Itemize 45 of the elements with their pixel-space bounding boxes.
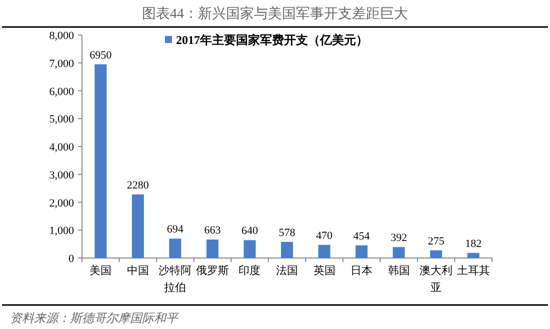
- bar: [318, 244, 330, 258]
- x-tick-label: 沙特阿拉伯: [158, 264, 192, 294]
- bar: [132, 194, 144, 258]
- y-tick-label: 4,000: [49, 142, 74, 154]
- y-tick-label: 8,000: [49, 30, 74, 42]
- data-label: 694: [166, 224, 184, 236]
- bar: [467, 252, 480, 258]
- y-tick-label: 1,000: [49, 225, 74, 238]
- data-label: 470: [316, 230, 334, 242]
- x-tick-label: 韩国: [388, 264, 410, 277]
- y-tick-label: 2,000: [49, 197, 74, 210]
- data-label: 182: [465, 238, 482, 250]
- x-tick-label: 印度: [238, 264, 261, 277]
- data-label: 275: [428, 235, 445, 248]
- x-tick-label: 俄罗斯: [196, 264, 229, 277]
- y-tick-label: 0: [68, 253, 74, 265]
- chart-title: 图表44：新兴国家与美国军事开支差距巨大: [142, 6, 408, 22]
- bar: [206, 240, 218, 258]
- data-label: 640: [241, 225, 258, 238]
- x-tick-label: 澳大利亚: [420, 264, 453, 294]
- y-tick-label: 5,000: [49, 114, 74, 126]
- bar: [392, 247, 405, 258]
- bar: [356, 245, 368, 258]
- bar: [94, 64, 107, 258]
- bar: [281, 242, 293, 258]
- data-label: 454: [353, 230, 370, 242]
- x-tick-label: 日本: [350, 264, 373, 277]
- legend: 2017年主要国家军费开支（亿美元）: [165, 33, 368, 47]
- bar: [169, 238, 182, 258]
- data-label: 578: [278, 226, 296, 239]
- y-tick-label: 3,000: [49, 169, 74, 182]
- x-tick-label: 法国: [276, 264, 298, 277]
- x-tick-label: 土耳其: [456, 264, 490, 277]
- bar: [430, 250, 442, 258]
- y-tick-label: 7,000: [49, 58, 74, 70]
- text: 资料来源：斯德哥尔摩国际和平: [10, 311, 180, 325]
- bar: [244, 240, 256, 258]
- x-tick-label: 中国: [126, 264, 149, 277]
- data-label: 2280: [126, 179, 150, 192]
- x-tick-label: 美国: [90, 264, 112, 277]
- y-tick-label: 6,000: [49, 86, 74, 98]
- data-label: 663: [204, 224, 222, 237]
- data-label: 392: [390, 232, 408, 244]
- x-tick-label: 英国: [313, 264, 336, 277]
- data-label: 6950: [90, 49, 112, 62]
